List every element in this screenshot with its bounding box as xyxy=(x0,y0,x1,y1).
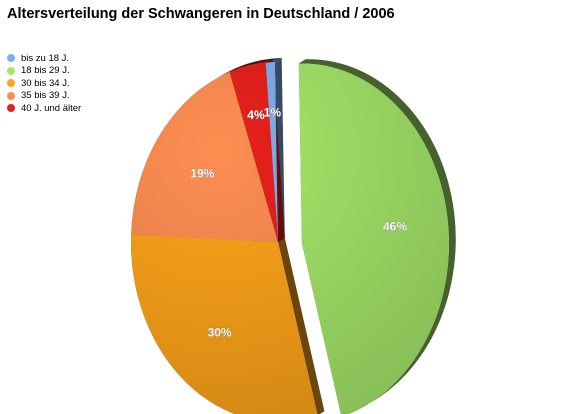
legend-label: bis zu 18 J. xyxy=(21,52,70,64)
legend-item: 35 bis 39 J. xyxy=(7,90,81,103)
legend-swatch xyxy=(7,54,15,63)
slice-value-label: 4% xyxy=(247,108,265,122)
legend-item: 30 bis 34 J. xyxy=(7,77,81,90)
legend-item: 18 bis 29 J. xyxy=(7,65,81,78)
pie-slice xyxy=(229,62,278,243)
pie-slice-side xyxy=(278,237,325,414)
legend-swatch xyxy=(7,91,15,100)
legend-swatch xyxy=(7,79,15,88)
chart-title: Altersverteilung der Schwangeren in Deut… xyxy=(7,6,395,22)
legend-item: 40 J. und älter xyxy=(7,102,81,115)
legend-item: bis zu 18 J. xyxy=(7,52,81,65)
legend-label: 40 J. und älter xyxy=(21,102,82,114)
pie-slice xyxy=(131,72,278,242)
pie-slice xyxy=(131,234,318,414)
pie-slice-rim xyxy=(229,58,273,73)
legend-swatch xyxy=(7,66,15,75)
slice-value-label: 19% xyxy=(190,166,214,180)
chart-legend: bis zu 18 J. 18 bis 29 J. 30 bis 34 J. 3… xyxy=(7,52,81,115)
slice-value-label: 46% xyxy=(383,220,407,234)
legend-label: 18 bis 29 J. xyxy=(21,65,70,77)
legend-swatch xyxy=(7,104,15,113)
pie-slice xyxy=(265,62,278,242)
slice-value-label: 30% xyxy=(208,325,232,339)
slice-value-label: 1% xyxy=(264,106,282,120)
legend-label: 30 bis 34 J. xyxy=(21,77,70,89)
legend-label: 35 bis 39 J. xyxy=(21,90,70,102)
pie-slice xyxy=(298,63,449,414)
